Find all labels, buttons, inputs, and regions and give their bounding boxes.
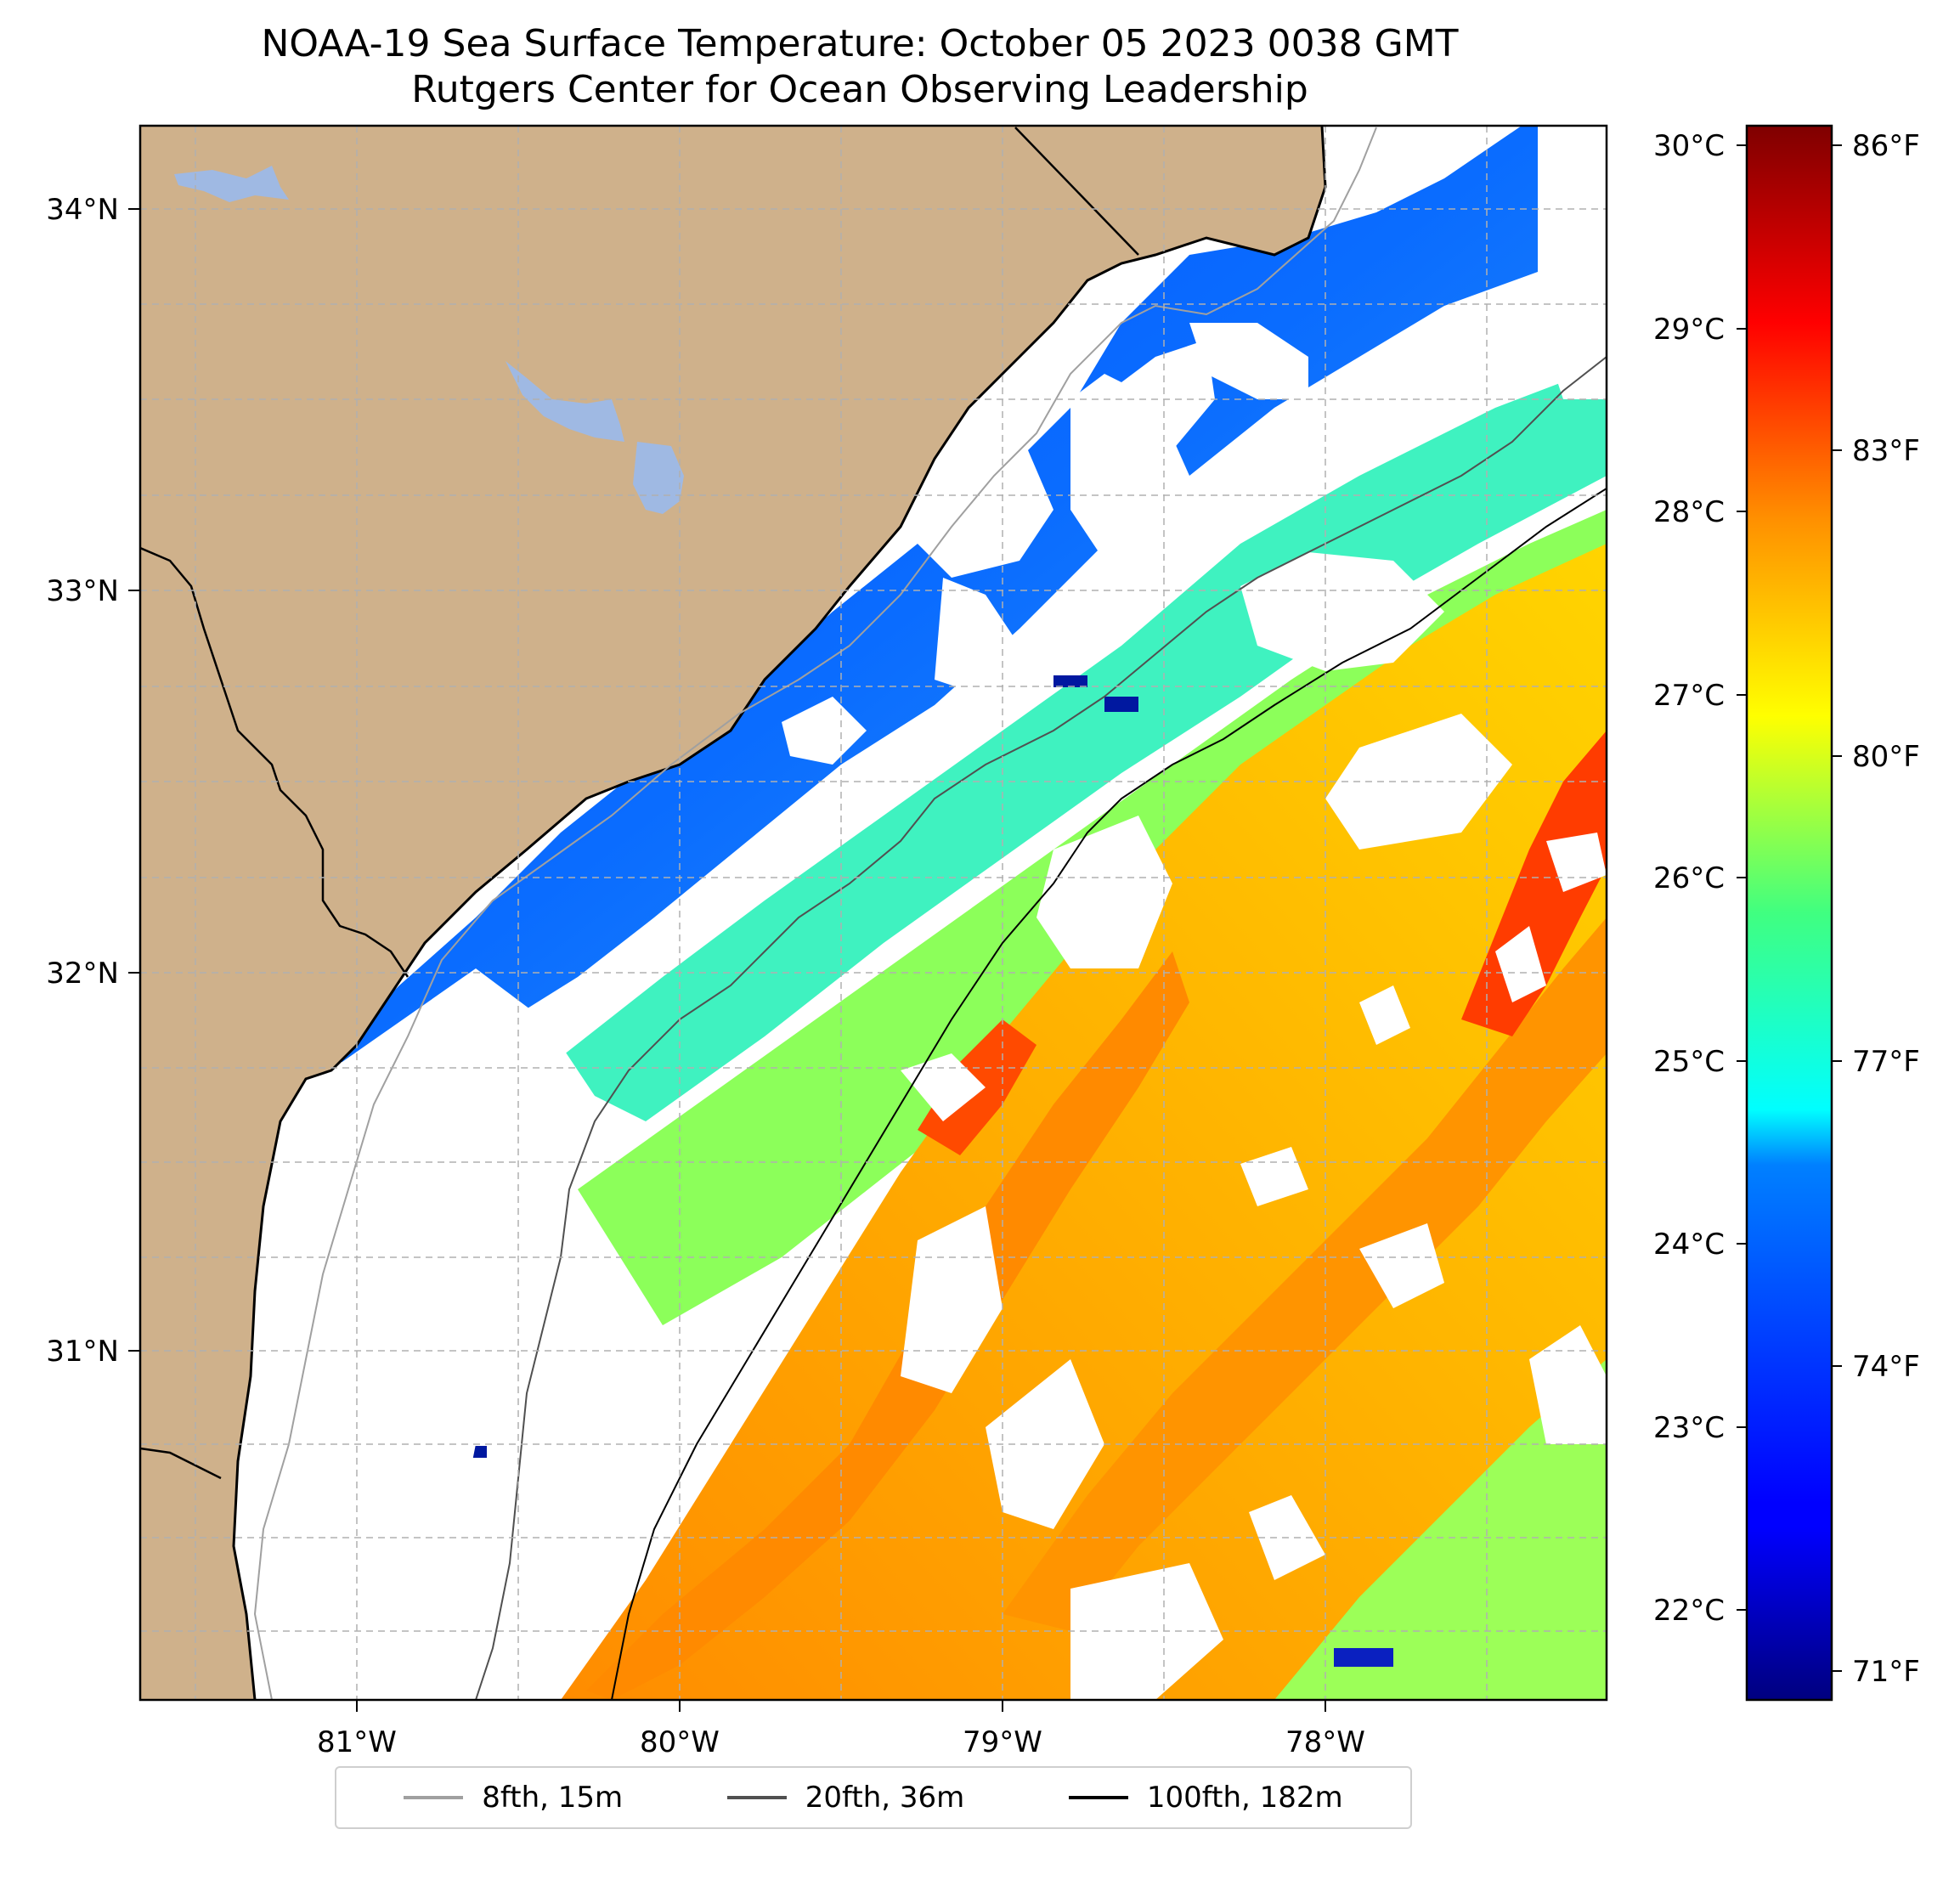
colorbar-c-ticks [1737, 144, 1747, 1611]
sst-orange-streak-2 [1003, 917, 1607, 1631]
colorbar-f-label: 83°F [1852, 434, 1920, 468]
lon-label: 78°W [1285, 1725, 1365, 1759]
legend-label: 20fth, 36m [805, 1781, 965, 1815]
map-frame [138, 124, 1608, 1702]
legend-item-8fth: 8fth, 15m [404, 1781, 623, 1815]
cold-speck [1053, 675, 1087, 687]
colorbar-f-label: 71°F [1852, 1655, 1920, 1689]
colorbar-c-label: 30°C [1653, 129, 1725, 163]
colorbar-c-label: 27°C [1653, 679, 1725, 713]
map-title: NOAA-19 Sea Surface Temperature: October… [261, 22, 1459, 65]
sst-cyan-band [544, 365, 1607, 1121]
lat-label: 33°N [46, 574, 119, 608]
colorbar [1745, 124, 1833, 1702]
gridlines [140, 126, 1607, 1700]
sst-red-core [1461, 731, 1607, 1036]
colorbar-c-label: 29°C [1653, 313, 1725, 347]
coastline [232, 126, 1327, 1700]
colorbar-c-label: 26°C [1653, 861, 1725, 895]
river [140, 546, 410, 978]
contour-20fth [475, 356, 1607, 1700]
lat-label: 31°N [46, 1335, 119, 1369]
cold-speck [1104, 697, 1138, 712]
colorbar-c-label: 23°C [1653, 1411, 1725, 1445]
cold-speck [1334, 1648, 1393, 1667]
lat-label: 32°N [46, 957, 119, 991]
map-area [140, 126, 1607, 1700]
colorbar-c-label: 25°C [1653, 1045, 1725, 1079]
colorbar-f-label: 86°F [1852, 129, 1920, 163]
map-subtitle: Rutgers Center for Ocean Observing Leade… [411, 68, 1308, 111]
lake [506, 361, 624, 442]
colorbar-f-label: 77°F [1852, 1045, 1920, 1079]
legend-label: 8fth, 15m [482, 1781, 624, 1815]
lon-label: 79°W [963, 1725, 1042, 1759]
colorbar-f-label: 80°F [1852, 740, 1920, 774]
state-border [1014, 127, 1139, 256]
colorbar-f-label: 74°F [1852, 1350, 1920, 1384]
legend-item-20fth: 20fth, 36m [726, 1781, 965, 1815]
colorbar-c-label: 28°C [1653, 495, 1725, 529]
legend-label: 100fth, 182m [1146, 1781, 1343, 1815]
legend-line-icon [1068, 1796, 1128, 1799]
legend-line-icon [726, 1796, 787, 1799]
lon-label: 80°W [640, 1725, 720, 1759]
contour-100fth [611, 488, 1607, 1700]
lat-label: 34°N [46, 193, 119, 227]
colorbar-c-label: 22°C [1653, 1594, 1725, 1628]
contour-8fth [253, 127, 1377, 1700]
colorbar-f-ticks [1832, 144, 1842, 1672]
sst-orange-streak [586, 951, 1189, 1700]
legend-item-100fth: 100fth, 182m [1068, 1781, 1343, 1815]
legend-line-icon [404, 1796, 464, 1799]
lake [174, 166, 289, 202]
river [140, 1447, 222, 1480]
map-ticks [128, 208, 1326, 1712]
land-mass [140, 126, 1325, 1700]
lon-label: 81°W [317, 1725, 397, 1759]
contour-legend: 8fth, 15m 20fth, 36m 100fth, 182m [335, 1766, 1412, 1829]
colorbar-c-label: 24°C [1653, 1228, 1725, 1262]
